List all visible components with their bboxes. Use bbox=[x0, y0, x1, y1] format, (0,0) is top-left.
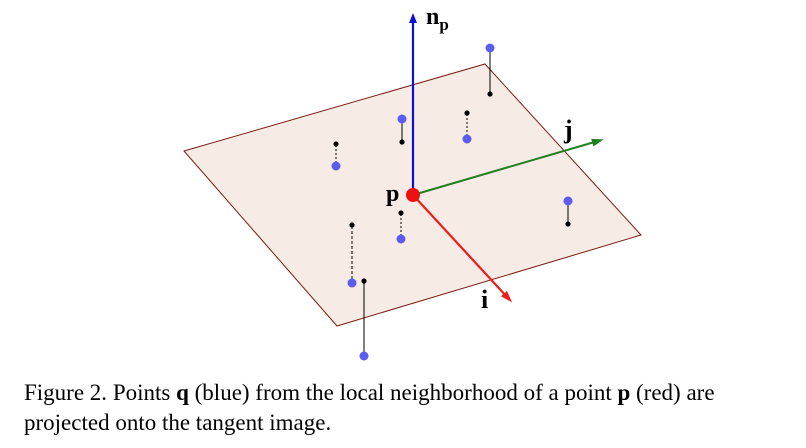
center-point-label: p bbox=[386, 181, 399, 207]
i-axis bbox=[412, 194, 513, 303]
center-point-p bbox=[406, 188, 420, 202]
neighbor-point bbox=[331, 161, 341, 171]
projection-lines bbox=[335, 49, 569, 355]
projected-point bbox=[361, 278, 367, 284]
normal-axis-label: np bbox=[426, 4, 449, 34]
projected-point bbox=[464, 110, 470, 116]
projected-point bbox=[565, 221, 571, 227]
projected-point bbox=[333, 141, 339, 147]
neighbor-point bbox=[359, 351, 369, 361]
j-axis-label: j bbox=[563, 115, 573, 144]
neighbor-points bbox=[331, 43, 573, 361]
caption-text: (blue) from the local neighborhood of a … bbox=[188, 380, 618, 405]
neighbor-point bbox=[462, 134, 472, 144]
neighbor-point bbox=[396, 234, 406, 244]
i-axis-label: i bbox=[481, 285, 488, 314]
projected-point bbox=[487, 91, 493, 97]
caption-text: Points bbox=[107, 380, 177, 405]
projected-points bbox=[333, 91, 571, 284]
neighbor-point bbox=[563, 196, 573, 206]
caption-symbol-q: q bbox=[176, 380, 189, 405]
figure-caption: Figure 2. Points q (blue) from the local… bbox=[24, 378, 784, 438]
neighbor-point bbox=[397, 114, 407, 124]
projected-point bbox=[398, 210, 404, 216]
j-axis bbox=[412, 138, 604, 196]
caption-text: (red) are projected onto the tangent ima… bbox=[24, 380, 715, 435]
caption-figure-number: Figure 2. bbox=[24, 380, 108, 405]
neighbor-point bbox=[485, 43, 495, 53]
projected-point bbox=[349, 222, 355, 228]
projected-point bbox=[399, 139, 405, 145]
tangent-plane-diagram: np j i p bbox=[183, 4, 642, 361]
neighbor-point bbox=[347, 278, 357, 288]
caption-symbol-p: p bbox=[617, 380, 631, 405]
